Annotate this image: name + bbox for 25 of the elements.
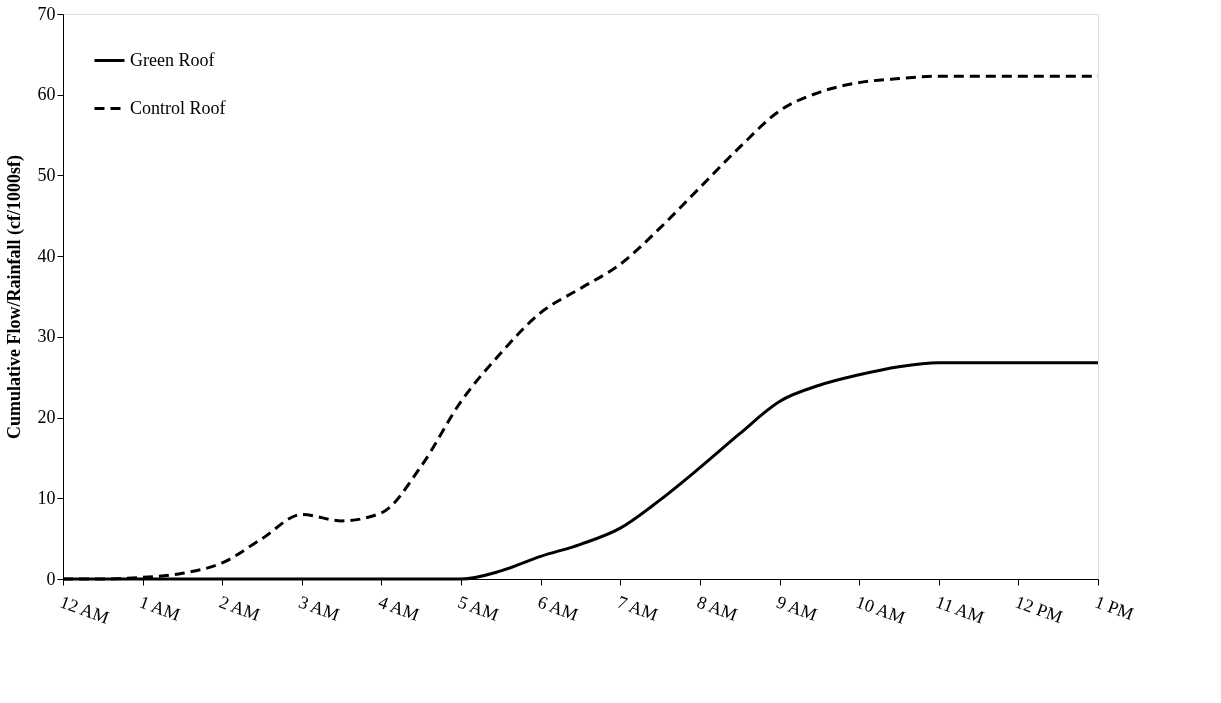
y-tick-label: 30	[37, 326, 56, 347]
x-tick-label: 3 AM	[296, 591, 343, 625]
x-tick-label: 7 AM	[614, 591, 661, 625]
y-tick-label: 20	[37, 407, 56, 428]
x-tick-label: 10 AM	[853, 591, 908, 628]
y-tick-label: 40	[37, 245, 56, 266]
y-tick-label: 60	[37, 84, 56, 105]
x-tick-label: 2 AM	[216, 591, 263, 625]
x-tick-label: 11 AM	[933, 591, 987, 628]
y-tick-label: 0	[46, 568, 56, 589]
x-tick-label: 12 AM	[57, 591, 112, 628]
legend-label: Green Roof	[130, 49, 215, 70]
x-tick-label: 8 AM	[694, 591, 741, 625]
x-tick-label: 1 PM	[1092, 591, 1137, 624]
x-tick-label: 1 AM	[136, 591, 183, 625]
y-tick-label: 10	[37, 487, 56, 508]
legend-label: Control Roof	[130, 97, 226, 118]
x-tick-label: 9 AM	[773, 591, 820, 625]
x-tick-label: 12 PM	[1012, 591, 1066, 628]
y-axis-title: Cumulative Flow/Rainfall (cf/1000sf)	[3, 155, 25, 439]
y-tick-label: 50	[37, 164, 56, 185]
y-tick-label: 70	[37, 3, 56, 24]
x-tick-label: 5 AM	[455, 591, 502, 625]
x-tick-label: 6 AM	[535, 591, 581, 625]
x-tick-label: 4 AM	[375, 591, 422, 625]
